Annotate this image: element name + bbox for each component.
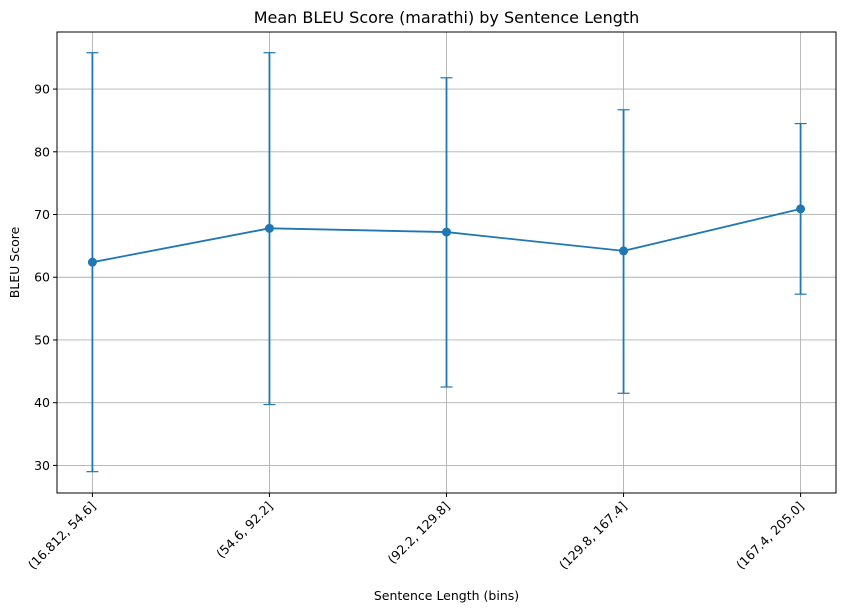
data-point <box>619 246 629 256</box>
y-tick-label: 60 <box>34 270 50 285</box>
x-tick-label: (54.6, 92.2] <box>213 499 275 561</box>
data-layer <box>86 52 807 473</box>
x-tick-label: (167.4, 205.0] <box>733 499 807 573</box>
x-axis-label: Sentence Length (bins) <box>374 588 519 603</box>
y-tick-label: 40 <box>34 395 50 410</box>
data-point <box>796 204 806 214</box>
y-tick-label: 70 <box>34 207 50 222</box>
x-tick-label: (92.2, 129.8] <box>385 499 453 567</box>
chart-title: Mean BLEU Score (marathi) by Sentence Le… <box>254 8 640 27</box>
y-tick-label: 50 <box>34 332 50 347</box>
y-tick-label: 80 <box>34 144 50 159</box>
y-tick-label: 30 <box>34 458 50 473</box>
y-tick-label: 90 <box>34 82 50 97</box>
data-point <box>442 227 451 237</box>
y-axis-label: BLEU Score <box>7 226 22 298</box>
data-point <box>264 223 274 233</box>
ticks-layer: 30 40 50 60 70 80 90 (16.812, 54.6] (54.6, 92.2]… <box>25 82 807 573</box>
x-tick-label: (129.8, 167.4] <box>556 499 630 573</box>
data-point <box>87 257 97 267</box>
x-tick-label: (16.812, 54.6] <box>25 499 99 573</box>
